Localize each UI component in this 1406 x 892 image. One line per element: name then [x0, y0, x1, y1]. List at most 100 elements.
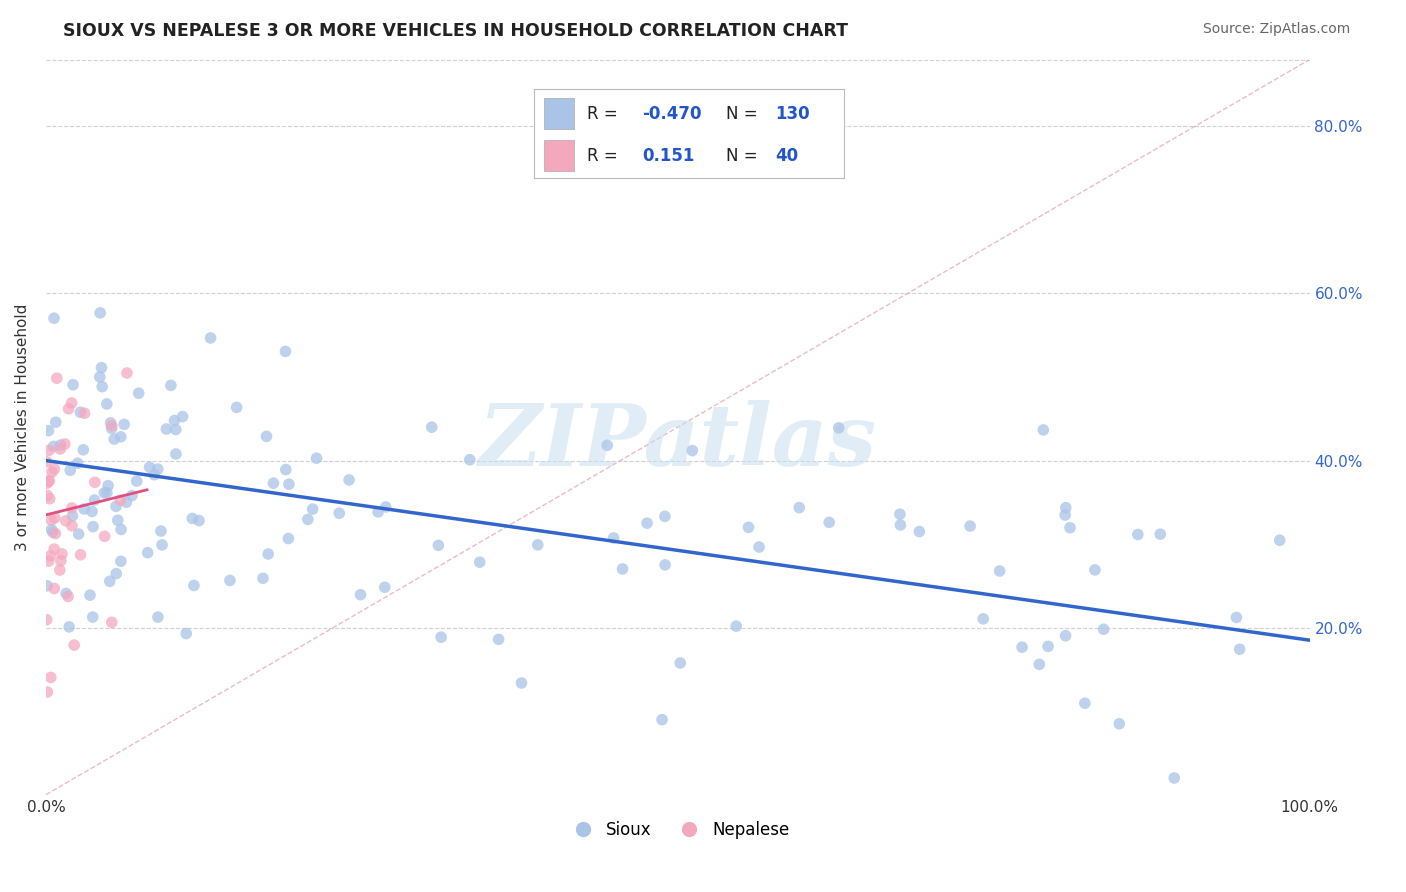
Point: [55, 514, 77, 528]
Point: [41, 465, 63, 479]
Point: [146, 462, 169, 476]
Point: [526, 538, 548, 552]
Point: [42, 311, 65, 326]
Text: ZIPatlas: ZIPatlas: [478, 401, 877, 483]
Point: [149, 524, 172, 538]
Text: 0.151: 0.151: [643, 146, 695, 165]
Point: [430, 630, 453, 644]
Text: N =: N =: [725, 146, 758, 165]
Point: [37, 488, 59, 502]
Point: [596, 438, 619, 452]
Point: [96, 397, 118, 411]
Y-axis label: 3 or more Vehicles in Household: 3 or more Vehicles in Household: [15, 303, 30, 551]
Point: [181, 511, 204, 525]
Point: [83, 493, 105, 508]
Point: [681, 443, 703, 458]
Point: [90, 360, 112, 375]
Point: [44, 542, 66, 557]
Point: [349, 588, 371, 602]
Point: [1074, 696, 1097, 710]
Text: 130: 130: [776, 104, 810, 123]
Point: [143, 467, 166, 482]
Point: [53, 437, 76, 451]
Point: [44, 511, 66, 525]
Point: [277, 477, 299, 491]
Point: [737, 520, 759, 534]
Point: [488, 632, 510, 647]
Point: [651, 713, 673, 727]
Text: -0.470: -0.470: [643, 104, 702, 123]
Point: [225, 401, 247, 415]
Point: [1225, 610, 1247, 624]
Point: [374, 580, 396, 594]
Text: R =: R =: [586, 104, 617, 123]
Point: [58, 401, 80, 416]
Point: [972, 612, 994, 626]
Point: [58, 620, 80, 634]
Point: [274, 344, 297, 359]
Point: [59, 463, 82, 477]
Point: [39, 670, 62, 684]
Point: [69, 548, 91, 562]
Point: [49, 442, 72, 456]
Point: [42, 439, 65, 453]
Point: [669, 656, 692, 670]
Point: [301, 502, 323, 516]
Point: [105, 566, 128, 581]
Legend: Sioux, Nepalese: Sioux, Nepalese: [560, 814, 796, 846]
Point: [889, 507, 911, 521]
Point: [39, 513, 62, 527]
Bar: [544, 140, 575, 171]
Point: [100, 416, 122, 430]
Point: [1011, 640, 1033, 655]
Point: [602, 531, 624, 545]
Point: [1036, 640, 1059, 654]
Point: [277, 532, 299, 546]
Point: [101, 418, 124, 433]
Point: [83, 475, 105, 490]
Point: [155, 422, 177, 436]
Point: [172, 409, 194, 424]
Point: [110, 523, 132, 537]
Point: [1126, 527, 1149, 541]
Point: [138, 460, 160, 475]
Point: [103, 432, 125, 446]
Point: [35, 613, 58, 627]
Point: [1059, 521, 1081, 535]
Point: [51, 547, 73, 561]
Point: [200, 331, 222, 345]
Point: [82, 519, 104, 533]
Point: [112, 417, 135, 432]
Point: [49, 563, 72, 577]
Point: [80, 504, 103, 518]
Text: 40: 40: [776, 146, 799, 165]
Point: [69, 405, 91, 419]
Point: [274, 462, 297, 476]
Point: [889, 518, 911, 533]
Point: [305, 451, 328, 466]
Point: [89, 306, 111, 320]
Point: [89, 370, 111, 384]
Point: [125, 474, 148, 488]
Point: [67, 527, 90, 541]
Point: [79, 588, 101, 602]
Point: [38, 554, 60, 568]
Point: [39, 549, 62, 563]
Point: [420, 420, 443, 434]
Point: [297, 512, 319, 526]
Point: [256, 429, 278, 443]
Point: [60, 518, 83, 533]
Point: [188, 514, 211, 528]
Point: [160, 378, 183, 392]
Point: [1054, 500, 1077, 515]
Point: [150, 538, 173, 552]
Point: [38, 424, 60, 438]
Point: [115, 366, 138, 380]
Point: [748, 540, 770, 554]
Point: [988, 564, 1011, 578]
Point: [62, 377, 84, 392]
Point: [1108, 716, 1130, 731]
Point: [35, 455, 58, 469]
Point: [1054, 629, 1077, 643]
Point: [818, 516, 841, 530]
